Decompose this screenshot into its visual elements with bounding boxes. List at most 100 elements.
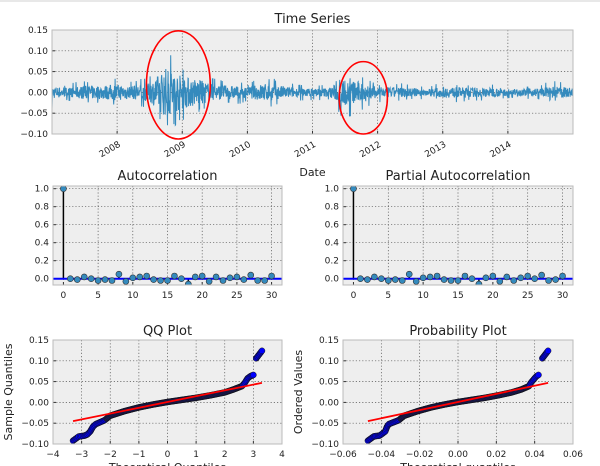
stem-marker — [150, 276, 157, 283]
stem-marker — [489, 272, 497, 280]
y-tick-label: 0.00 — [319, 398, 339, 408]
plot-area — [364, 347, 552, 444]
y-tick-label: 0.6 — [325, 221, 340, 231]
x-tick-label: 4 — [279, 450, 285, 460]
chart-title: Probability Plot — [409, 324, 506, 339]
x-tick-label: −0.02 — [406, 450, 434, 460]
x-tick-label: 20 — [196, 291, 208, 301]
stem-marker — [385, 277, 392, 284]
stem-marker — [419, 274, 427, 282]
y-tick-label: 0.15 — [28, 26, 48, 36]
stem-marker — [426, 273, 434, 281]
stem-marker — [454, 277, 462, 284]
y-tick-label: 0.2 — [35, 257, 49, 267]
x-tick-label: 15 — [162, 291, 173, 301]
stem-marker — [171, 272, 178, 280]
stem-marker — [391, 276, 399, 283]
stem-marker — [524, 272, 531, 280]
stem-marker — [261, 277, 268, 284]
pacf-chart: 0 5 10 15 20 25 30 1.0 0.8 0.6 0.4 0.2 0.0 Partial Au… — [325, 169, 574, 301]
stem-marker — [143, 272, 150, 280]
x-tick-label: 10 — [417, 291, 429, 301]
quantile-point — [544, 347, 552, 355]
x-tick-label: −0.04 — [368, 450, 396, 460]
highlight-ellipse — [338, 60, 389, 135]
plot-frame — [52, 339, 283, 445]
x-tick-label: −4 — [46, 450, 60, 460]
plot-area — [343, 186, 573, 285]
quantile-point — [535, 371, 542, 379]
window-top-border — [0, 0, 600, 2]
y-axis-label: Sample Quantiles — [2, 343, 15, 440]
chart-title: Time Series — [274, 12, 351, 27]
stem-marker — [136, 273, 144, 281]
y-tick-label: 0.00 — [29, 398, 49, 408]
y-tick-label: 1.0 — [325, 185, 340, 195]
x-tick-label: 0.02 — [486, 450, 506, 460]
plot-frame — [342, 339, 574, 445]
chart-title: Partial Autocorrelation — [386, 169, 531, 184]
y-tick-label: 0.05 — [319, 378, 339, 388]
x-tick-label: 2011 — [293, 140, 318, 160]
y-tick-label: 0.8 — [35, 203, 50, 213]
y-tick-label: −0.10 — [311, 440, 339, 450]
stem-marker — [496, 278, 504, 285]
x-tick-label: −1 — [132, 450, 145, 460]
stem-marker — [178, 275, 185, 283]
stem-marker — [164, 277, 171, 284]
stem-marker — [517, 274, 525, 282]
acf-chart: 0 5 10 15 20 25 30 1.0 0.8 0.6 0.4 0.2 0.0 Autocorrel… — [35, 169, 283, 301]
x-tick-label: 2008 — [98, 140, 123, 160]
x-tick-label: 20 — [487, 291, 499, 301]
y-tick-label: 0.0 — [35, 275, 50, 285]
stem-marker — [538, 271, 545, 279]
time-series-chart: 2008 2009 2010 2011 2012 2013 2014 0.15 0.10 0.05… — [20, 12, 574, 179]
stem-marker — [108, 277, 116, 284]
stem-marker — [503, 273, 511, 281]
y-tick-label: 1.0 — [35, 185, 50, 195]
stem-marker — [205, 278, 213, 285]
stem-marker — [219, 277, 227, 284]
stem-marker — [129, 274, 137, 282]
stem-marker — [254, 277, 262, 284]
stem-marker — [212, 273, 220, 281]
x-tick-label: 25 — [231, 291, 242, 301]
x-tick-label: −3 — [75, 450, 88, 460]
x-axis-label: Date — [299, 166, 326, 179]
plot-frame — [52, 185, 283, 286]
stem-marker — [73, 276, 81, 283]
y-tick-label: 0.10 — [319, 357, 339, 367]
y-tick-label: 0.10 — [29, 357, 49, 367]
stem-marker — [510, 277, 518, 284]
x-tick-label: 30 — [557, 291, 569, 301]
y-tick-label: −0.05 — [311, 419, 339, 429]
x-tick-label: 0.00 — [448, 450, 468, 460]
stem-marker — [559, 272, 566, 280]
quantile-point — [250, 371, 257, 379]
time-series-line — [52, 55, 573, 127]
stem-marker — [371, 273, 378, 281]
stem-marker — [198, 272, 206, 280]
y-tick-label: 0.00 — [28, 88, 48, 98]
x-tick-label: 2 — [222, 450, 228, 460]
x-tick-label: 2012 — [358, 140, 383, 160]
y-tick-label: 0.15 — [319, 336, 339, 346]
x-tick-label: 3 — [251, 450, 257, 460]
stem-marker — [378, 275, 385, 283]
stem-marker — [191, 273, 199, 281]
fit-line — [367, 381, 549, 423]
stem-marker — [552, 276, 559, 283]
x-axis-label: Theoretical Quantiles — [108, 461, 226, 466]
stem-marker — [357, 275, 364, 283]
y-tick-label: 0.05 — [29, 378, 49, 388]
plot-area — [52, 55, 573, 127]
y-tick-label: 0.4 — [325, 239, 340, 249]
x-tick-label: 0 — [165, 450, 171, 460]
stem-marker — [240, 276, 248, 283]
x-axis-label: Theoretical quantiles — [399, 461, 516, 466]
x-tick-label: 0.04 — [525, 450, 545, 460]
x-tick-label: 10 — [127, 291, 139, 301]
y-tick-label: 0.10 — [28, 47, 48, 57]
y-tick-label: 0.2 — [325, 257, 339, 267]
